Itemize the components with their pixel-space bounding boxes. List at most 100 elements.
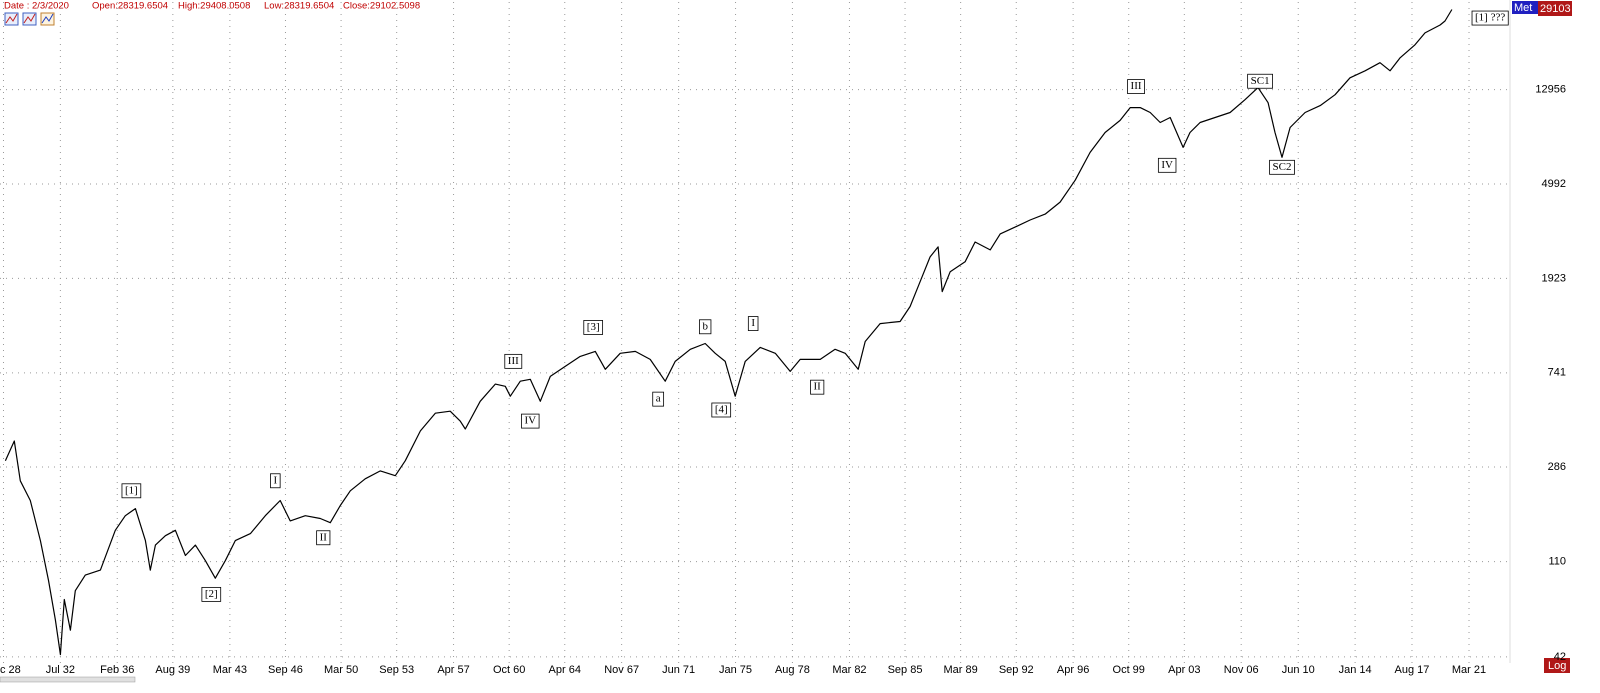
x-tick-label: Aug 39 (155, 664, 190, 676)
x-tick-label: Oct 60 (493, 664, 525, 676)
x-tick-label: Apr 64 (549, 664, 581, 676)
wave-label-box (316, 530, 331, 546)
y-tick-label: 286 (1548, 461, 1566, 473)
wave-label-text: II (320, 531, 328, 543)
wave-label-box (810, 379, 825, 395)
x-tick-label: Mar 89 (944, 664, 978, 676)
wave-label-text: I (273, 474, 277, 486)
wave-label-text: [4] (715, 404, 728, 416)
log-button[interactable]: Log (1548, 660, 1566, 672)
icon-glyph (23, 13, 36, 24)
wave-label: SC1 (1247, 73, 1273, 89)
x-tick-label: Apr 03 (1168, 664, 1200, 676)
toolbar-icons[interactable] (4, 12, 55, 26)
wave-label: [3] (583, 320, 604, 335)
wave-label-box (652, 391, 665, 407)
x-tick-label: Jun 10 (1282, 664, 1315, 676)
wave-label-box (711, 402, 732, 418)
header-close: Close:29102.5098 (343, 1, 420, 12)
header-open: Open:28319.6504 (92, 1, 168, 12)
wave-label: b (699, 319, 712, 335)
x-tick-label: Jul 32 (46, 664, 75, 676)
price-line (4, 9, 1453, 656)
wave-label: IV (1157, 157, 1177, 173)
wave-label-box (121, 483, 142, 499)
wave-label-text: SC1 (1251, 75, 1270, 87)
x-tick-label: Nov 06 (1224, 664, 1259, 676)
wave-label: IV (521, 413, 540, 429)
wave-label: III (504, 353, 523, 369)
wave-label: II (316, 530, 331, 546)
x-tick-label: Apr 57 (437, 664, 469, 676)
x-tick-label: Feb 36 (100, 664, 134, 676)
x-tick-label: Oct 99 (1113, 664, 1145, 676)
wave-label-text: [2] (205, 588, 218, 600)
wave-label-text: IV (524, 415, 536, 427)
wave-label-text: III (508, 355, 519, 367)
header-high: High:29408.0508 (178, 1, 250, 12)
wave-label-box (1247, 73, 1273, 89)
wave-label: a (652, 391, 665, 407)
x-tick-label: Jan 14 (1339, 664, 1372, 676)
log-button-box[interactable] (1544, 658, 1570, 673)
icon-glyph (5, 13, 18, 24)
last-price: 29103 (1540, 3, 1571, 15)
x-tick-label: Jan 75 (719, 664, 752, 676)
x-tick-label: c 28 (0, 664, 21, 676)
wave-label-text: I (751, 317, 755, 329)
wave-label: [2] (201, 586, 222, 602)
wave-label: [1] (121, 483, 142, 499)
x-tick-label: Mar 82 (832, 664, 866, 676)
x-tick-label: Mar 43 (213, 664, 247, 676)
wave-label-box (1157, 157, 1177, 173)
wave-label-text: II (814, 381, 822, 393)
wave-label: SC2 (1269, 159, 1295, 175)
wave-label-box (270, 473, 281, 489)
y-tick-label: 110 (1548, 556, 1566, 568)
y-tick-label: 4992 (1542, 178, 1566, 190)
header-date: Date : 2/3/2020 (4, 1, 69, 12)
header-low: Low:28319.6504 (264, 1, 334, 12)
x-tick-label: Aug 78 (775, 664, 810, 676)
wave-label-box (201, 586, 222, 602)
name-tag: Met (1514, 2, 1532, 14)
wave-label-box (583, 320, 604, 335)
wave-label-text: SC2 (1273, 161, 1292, 173)
x-tick-label: Mar 21 (1452, 664, 1486, 676)
x-tick-label: Jun 71 (662, 664, 695, 676)
wave-label-text: [1] (125, 484, 138, 496)
icon-glyph (41, 13, 54, 24)
wave-label-box (1471, 10, 1509, 26)
wave-label: [1] ??? (1471, 10, 1509, 26)
y-tick-label: 1923 (1542, 272, 1566, 284)
name-tag-box (1512, 1, 1538, 14)
x-tick-label: Aug 17 (1395, 664, 1430, 676)
wave-label: I (747, 316, 759, 331)
x-tick-label: Mar 50 (324, 664, 358, 676)
wave-label: II (810, 379, 825, 395)
wave-label: I (270, 473, 281, 489)
last-price-box (1538, 1, 1572, 16)
wave-label-text: b (702, 320, 708, 332)
y-tick-label: 12956 (1535, 84, 1566, 96)
x-tick-label: Sep 53 (379, 664, 414, 676)
wave-label-text: [1] ??? (1475, 12, 1505, 24)
wave-label-text: IV (1161, 159, 1173, 171)
x-tick-label: Sep 46 (268, 664, 303, 676)
wave-label: III (1127, 79, 1145, 94)
wave-label: [4] (711, 402, 732, 418)
y-tick-label: 741 (1548, 367, 1566, 379)
wave-label-box (699, 319, 712, 335)
scrollbar[interactable] (0, 676, 136, 683)
y-tick-label: 42 (1554, 651, 1566, 663)
wave-label-text: [3] (587, 321, 600, 333)
wave-label-box (1269, 159, 1295, 175)
wave-label-text: III (1131, 80, 1142, 92)
wave-label-box (504, 353, 523, 369)
x-tick-label: Apr 96 (1057, 664, 1089, 676)
wave-label-box (747, 316, 759, 331)
wave-label-box (1127, 79, 1145, 94)
wave-label-text: a (656, 393, 661, 405)
